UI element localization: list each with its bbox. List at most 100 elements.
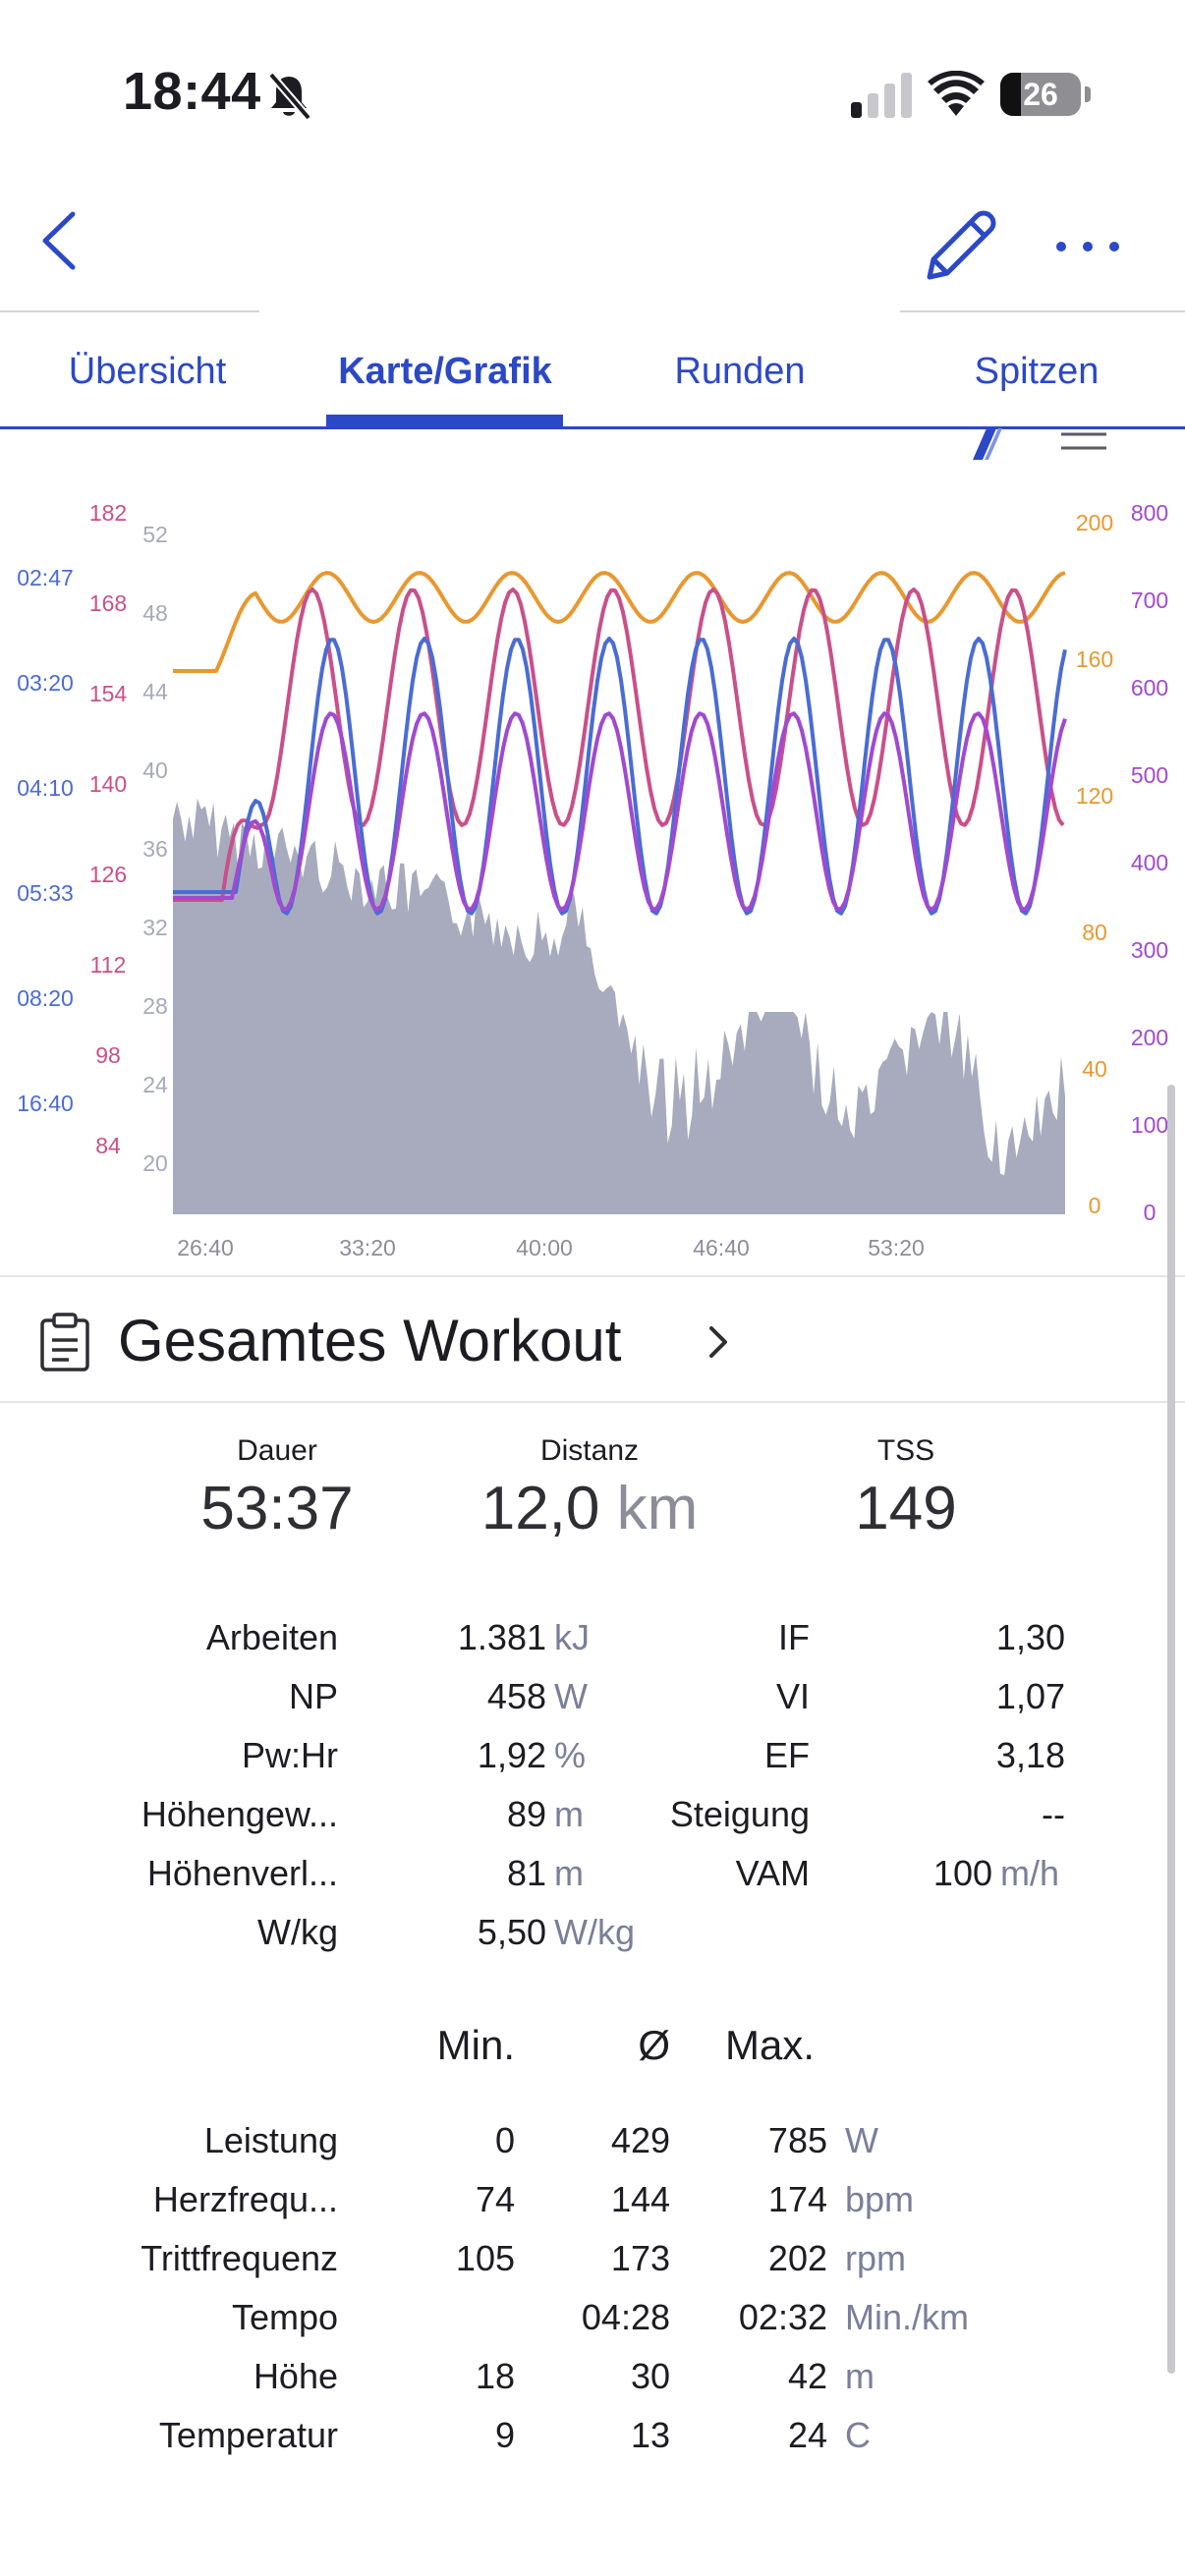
stats-unit: rpm (845, 2238, 906, 2278)
hamburger-menu-icon[interactable] (1061, 432, 1106, 450)
y-tick-label: 100 (1131, 1112, 1168, 1138)
pencil-icon[interactable] (922, 206, 1000, 285)
chart-series (173, 571, 1067, 1214)
stats-min: 18 (475, 2356, 515, 2396)
stats-max: 42 (787, 2356, 827, 2396)
clipboard-icon (40, 1313, 89, 1372)
detail-unit: m (554, 1794, 584, 1834)
tab-karte-grafik[interactable]: Karte/Grafik (338, 351, 552, 392)
stats-table-header: Min. Ø Max. (0, 2022, 1185, 2081)
y-tick-label: 112 (90, 952, 127, 978)
ellipsis-icon[interactable] (1053, 224, 1122, 269)
summary-duration: Dauer 53:37 (120, 1434, 434, 1543)
stats-unit: m (845, 2356, 875, 2396)
stats-label: Herzfrequ... (152, 2179, 338, 2219)
y-tick-label: 40 (142, 757, 168, 783)
detail-row: Höhengew... 89 m Steigung -- (0, 1794, 1185, 1853)
chart-tools (973, 428, 1106, 460)
detail-value: 458 (486, 1676, 546, 1716)
y-tick-label: 32 (142, 915, 168, 940)
tab-uebersicht[interactable]: Übersicht (68, 351, 227, 392)
y-tick-label: 500 (1131, 762, 1168, 788)
active-tab-indicator (326, 415, 563, 428)
stats-max: 24 (787, 2415, 827, 2455)
y-tick-label: 160 (1076, 646, 1113, 672)
y-tick-label: 40 (1082, 1056, 1107, 1082)
stats-avg: 144 (610, 2179, 670, 2219)
stats-label: Temperatur (158, 2415, 338, 2455)
summary-value: 53:37 (120, 1474, 434, 1543)
y-tick-label: 84 (95, 1133, 121, 1158)
stats-row: Temperatur 9 13 24 C (0, 2415, 1185, 2474)
y-tick-label: 44 (142, 679, 168, 704)
y-tick-label: 200 (1131, 1025, 1168, 1050)
detail-label: NP (288, 1676, 338, 1716)
y-tick-label: 48 (142, 600, 168, 626)
chevron-left-icon[interactable] (35, 206, 85, 275)
y-tick-label: 200 (1076, 510, 1113, 535)
y-tick-label: 52 (142, 522, 168, 547)
summary-distance: Distanz 12,0 km (432, 1434, 747, 1543)
wifi-icon (928, 71, 985, 116)
stats-max: 02:32 (738, 2297, 827, 2337)
tab-spitzen[interactable]: Spitzen (974, 351, 1100, 392)
battery-nub (1085, 86, 1091, 102)
stats-unit: C (845, 2415, 871, 2455)
y-tick-label: 36 (142, 836, 168, 862)
stats-row: Tempo 04:28 02:32 Min./km (0, 2297, 1185, 2356)
summary-value-text: 53:37 (200, 1475, 354, 1542)
y-tick-label: 08:20 (17, 985, 74, 1011)
y-tick-label: 24 (142, 1072, 168, 1097)
detail-value: 100 (932, 1853, 992, 1893)
detail-unit: W (554, 1676, 588, 1716)
y-tick-label: 20 (142, 1150, 168, 1176)
detail-unit: W/kg (554, 1912, 636, 1952)
stats-max: 785 (767, 2120, 827, 2160)
tab-runden[interactable]: Runden (674, 351, 806, 392)
bell-muted-icon (267, 72, 312, 121)
stats-min: 74 (475, 2179, 515, 2219)
detail-label: EF (763, 1735, 810, 1775)
workout-chart[interactable]: 02:47 03:20 04:10 05:33 08:20 16:40 182 168 154 1… (0, 481, 1185, 1267)
y-tick-label: 168 (89, 590, 127, 616)
x-tick-label: 46:40 (693, 1235, 750, 1260)
stats-row: Leistung 0 429 785 W (0, 2120, 1185, 2179)
stats-unit: bpm (845, 2179, 915, 2219)
detail-row: Pw:Hr 1,92% EF 3,18 (0, 1735, 1185, 1794)
stats-avg: 13 (630, 2415, 670, 2455)
stats-label: Tempo (231, 2297, 338, 2337)
detail-value: 1,92 (477, 1735, 546, 1775)
detail-unit: % (554, 1735, 587, 1775)
detail-value: 1,30 (995, 1617, 1065, 1657)
header-min: Min. (436, 2022, 515, 2068)
summary-value-text: 12,0 (480, 1475, 600, 1542)
divider (900, 310, 1185, 312)
y-tick-label: 16:40 (17, 1091, 74, 1116)
detail-label: Höhengew... (141, 1794, 338, 1834)
detail-label: Steigung (669, 1794, 810, 1834)
detail-value: 3,18 (995, 1735, 1065, 1775)
detail-value: 1,07 (995, 1676, 1065, 1716)
y-tick-label: 0 (1089, 1193, 1101, 1218)
y-tick-label: 05:33 (17, 880, 74, 906)
battery-percent: 26 (1023, 77, 1058, 112)
battery-fill (1000, 73, 1022, 116)
chart-style-icon[interactable] (973, 428, 1002, 460)
stats-avg: 173 (610, 2238, 670, 2278)
y-tick-label: 126 (89, 862, 127, 887)
y-tick-label: 98 (95, 1042, 121, 1068)
summary-value: 149 (749, 1474, 1063, 1543)
detail-label: Pw:Hr (242, 1735, 338, 1775)
detail-row: Arbeiten 1.381 kJ IF 1,30 (0, 1617, 1185, 1676)
workout-header[interactable]: Gesamtes Workout (0, 1275, 1185, 1403)
scrollbar[interactable] (1167, 1085, 1175, 2374)
y-tick-label: 800 (1131, 500, 1168, 526)
y-tick-label: 80 (1082, 920, 1107, 945)
detail-label: Höhenverl... (146, 1853, 338, 1893)
x-tick-label: 26:40 (177, 1235, 234, 1260)
y-tick-label: 400 (1131, 850, 1168, 875)
stats-avg: 429 (610, 2120, 670, 2160)
y-tick-label: 120 (1076, 783, 1113, 809)
detail-row: W/kg 5,50 W/kg (0, 1912, 1185, 1971)
x-tick-label: 33:20 (339, 1235, 396, 1260)
